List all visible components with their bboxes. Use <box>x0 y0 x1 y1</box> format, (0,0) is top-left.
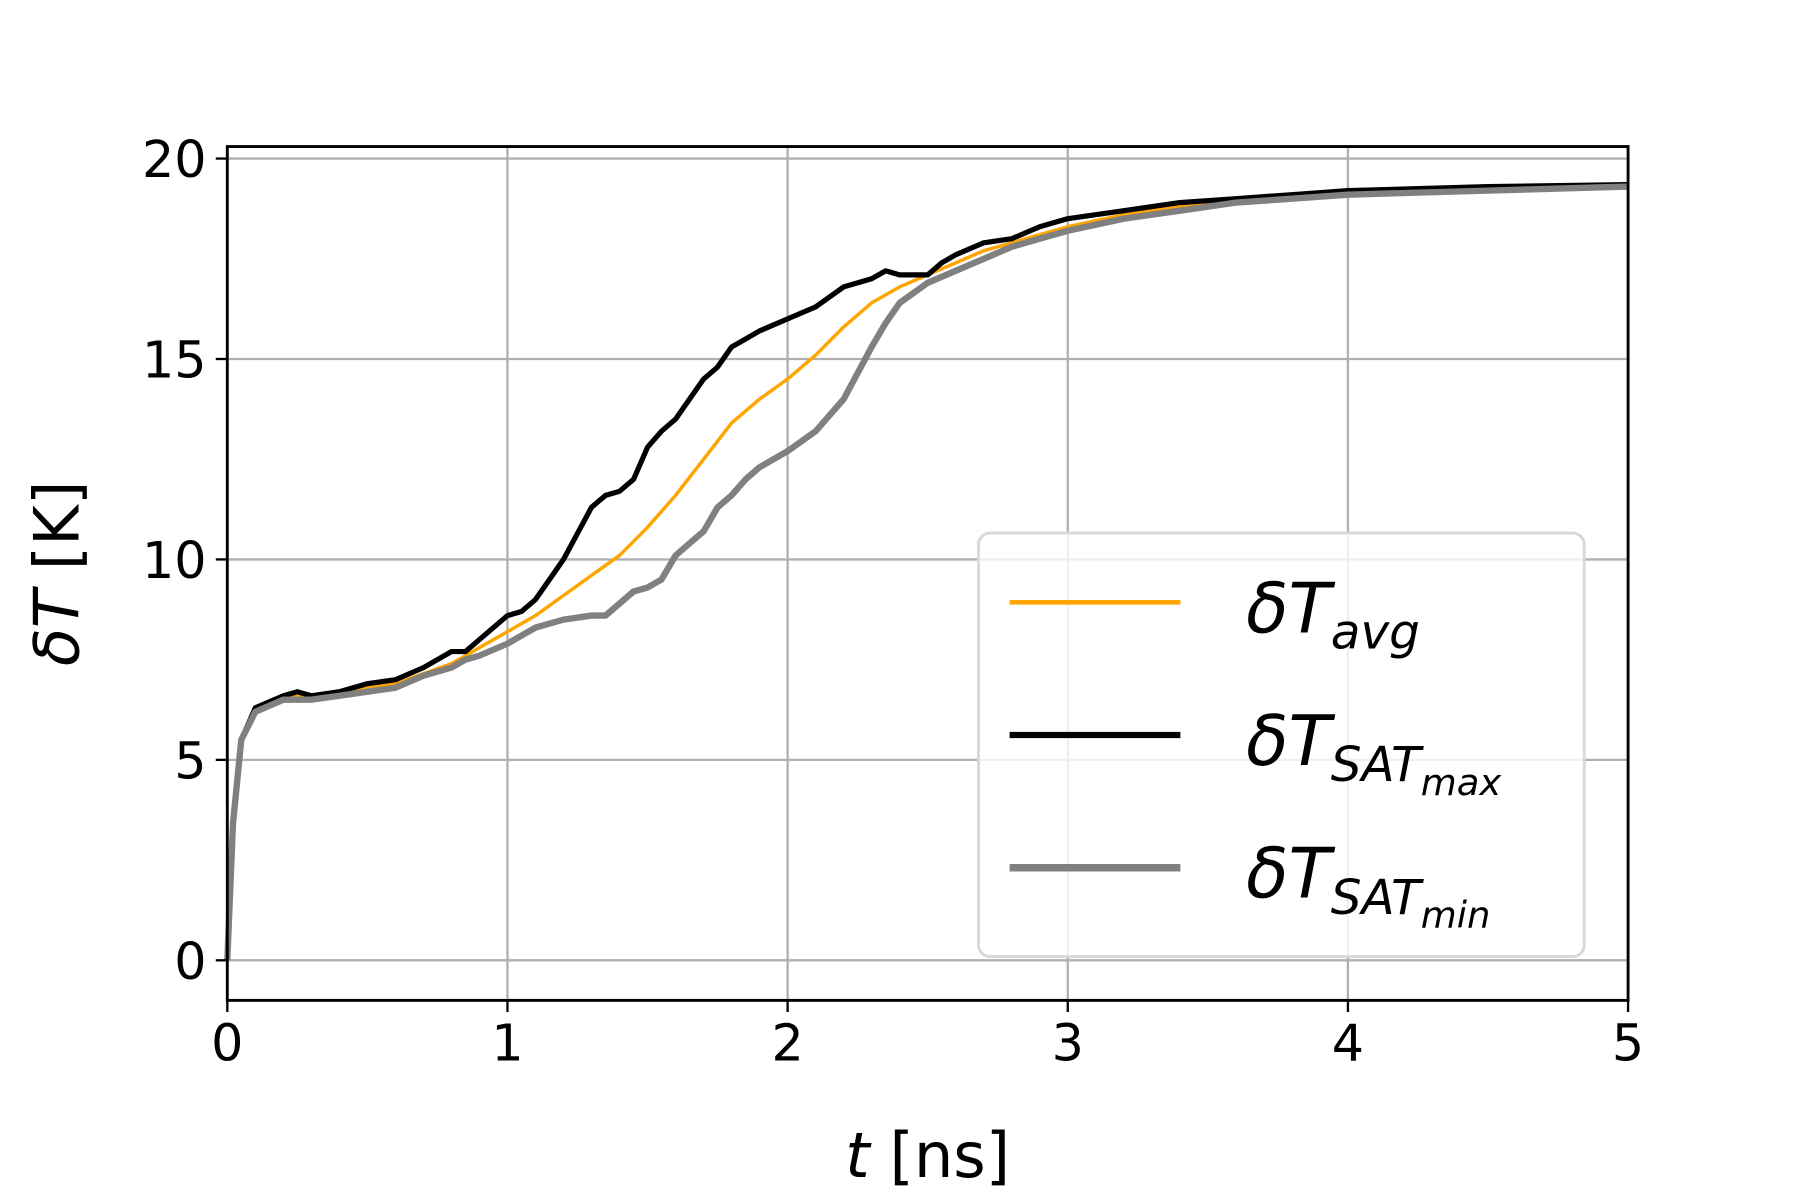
ticks: 0 1 2 3 4 5 0 5 10 15 20 <box>142 130 1644 1072</box>
legend-label: δTSATmin <box>1246 835 1490 937</box>
plot-frame <box>225 145 1630 1002</box>
x-tick-label: 4 <box>1332 1013 1364 1072</box>
series-line-avg <box>225 182 1629 961</box>
x-axis-label: t [ns] <box>845 1119 1010 1192</box>
x-tick-label: 5 <box>1612 1013 1644 1072</box>
y-axis-label: δT [K] <box>20 481 93 666</box>
x-tick-label: 0 <box>211 1013 243 1072</box>
legend-label: δTavg <box>1246 569 1420 660</box>
x-tick-label: 1 <box>491 1013 523 1072</box>
series-line-SAT-min <box>224 183 1629 961</box>
x-tick-label: 3 <box>1052 1013 1084 1072</box>
x-tick-label: 2 <box>771 1013 803 1072</box>
legend-label: δTSATmax <box>1246 702 1502 804</box>
series-lines <box>224 182 1629 961</box>
y-tick-label: 5 <box>174 731 206 790</box>
y-tick-label: 10 <box>142 531 207 590</box>
legend: δTavg δTSATmax δTSATmin <box>977 531 1586 958</box>
legend-box <box>977 531 1586 958</box>
series-line-SAT-max <box>224 182 1629 961</box>
y-tick-label: 0 <box>174 932 206 991</box>
y-tick-label: 20 <box>142 130 207 189</box>
y-tick-label: 15 <box>142 330 207 389</box>
